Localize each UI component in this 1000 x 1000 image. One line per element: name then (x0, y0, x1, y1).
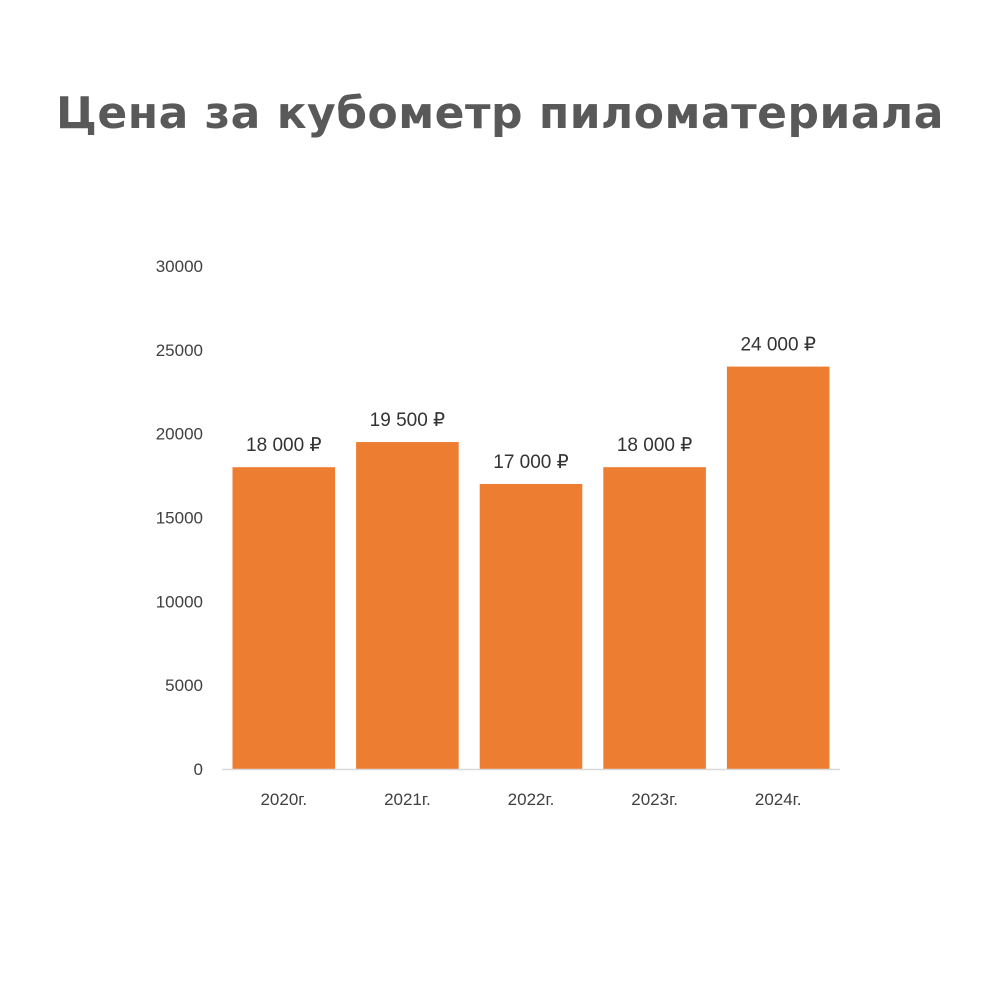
bar (232, 467, 336, 769)
y-tick-label: 30000 (156, 257, 203, 276)
y-tick-label: 25000 (156, 341, 203, 360)
bar (356, 442, 459, 769)
chart-title: Цена за кубометр пиломатериала (56, 88, 944, 139)
data-label: 19 500 ₽ (370, 410, 445, 431)
y-axis-ticks: 0 5000 10000 15000 20000 25000 30000 (156, 257, 203, 779)
bar (726, 366, 830, 769)
y-tick-label: 15000 (156, 509, 203, 528)
data-labels: 18 000 ₽ 19 500 ₽ 17 000 ₽ 18 000 ₽ 24 000 ₽ (246, 335, 816, 473)
x-tick-label: 2021г. (384, 790, 431, 809)
bar (603, 467, 706, 769)
data-label: 24 000 ₽ (740, 335, 815, 356)
bars (232, 366, 830, 769)
x-tick-label: 2022г. (508, 790, 555, 809)
x-tick-label: 2020г. (260, 790, 307, 809)
y-tick-label: 20000 (156, 425, 203, 444)
x-tick-label: 2024г. (755, 790, 802, 809)
y-tick-label: 5000 (165, 676, 203, 695)
x-tick-label: 2023г. (631, 790, 678, 809)
y-tick-label: 10000 (156, 592, 203, 611)
data-label: 18 000 ₽ (246, 435, 321, 456)
x-axis-ticks: 2020г. 2021г. 2022г. 2023г. 2024г. (260, 790, 801, 809)
data-label: 17 000 ₽ (493, 452, 568, 473)
data-label: 18 000 ₽ (617, 435, 692, 456)
y-tick-label: 0 (194, 760, 203, 779)
bar (479, 483, 583, 769)
